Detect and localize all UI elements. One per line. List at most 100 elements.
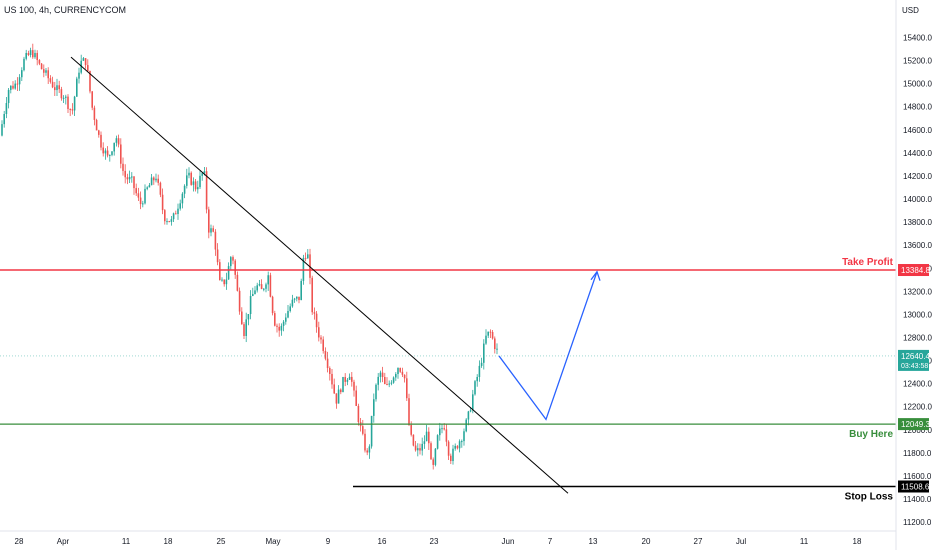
candle-body (122, 163, 124, 171)
candle-body (104, 150, 107, 154)
candle-body (465, 419, 467, 432)
candle-body (201, 173, 203, 176)
candle-body (236, 274, 239, 291)
current-price-tag-text: 12640.4 (901, 352, 930, 361)
time-tick-label: 11 (122, 537, 131, 546)
candle-body (73, 96, 76, 111)
candle-body (489, 331, 492, 333)
candle-body (384, 377, 386, 385)
candle-body (161, 194, 164, 211)
candle-body (430, 443, 432, 460)
price-tick-label: 14200.0 (903, 172, 932, 181)
candle-body (34, 52, 36, 58)
candle-body (452, 448, 454, 462)
price-tick-label: 14000.0 (903, 195, 932, 204)
candle-body (109, 154, 111, 156)
current-price-tag (898, 349, 929, 371)
candle-body (179, 203, 181, 209)
candle-body (245, 319, 247, 336)
candle-body (353, 381, 355, 391)
candle-body (60, 89, 63, 99)
candle-body (298, 296, 300, 301)
candle-body (139, 197, 142, 205)
countdown-tag-text: 03:43:58 (901, 363, 928, 370)
price-tick-label: 13800.0 (903, 218, 932, 227)
candle-body (212, 228, 214, 232)
time-tick-label: 28 (15, 537, 24, 546)
candle-body (84, 58, 87, 66)
candle-body (111, 151, 113, 155)
candle-body (219, 262, 221, 281)
candle-body (168, 221, 170, 223)
candle-body (225, 279, 228, 285)
candle-body (146, 187, 148, 189)
candle-body (243, 324, 245, 336)
candle-body (25, 52, 27, 59)
candle-body (287, 310, 289, 318)
time-axis[interactable]: 28 Apr 11 18 25 May 9 16 23 Jun 7 13 20 27 Jul 11 18 (15, 537, 862, 546)
candle-body (170, 219, 173, 222)
stop-loss-tag-text: 11508.6 (901, 482, 930, 491)
candle-body (335, 393, 338, 404)
time-tick-label: 23 (430, 537, 439, 546)
candle-body (342, 377, 344, 393)
price-axis[interactable]: 11200.0 11400.0 11600.0 11800.0 12000.0 12200… (903, 34, 932, 528)
candle-body (241, 311, 243, 325)
candle-body (441, 428, 443, 430)
candle-body (454, 445, 456, 449)
time-tick-label: 18 (853, 537, 862, 546)
buy-here-label: Buy Here (849, 429, 893, 440)
candle-body (5, 103, 8, 115)
currency-label: USD (902, 6, 919, 15)
candle-body (368, 446, 371, 453)
candle-body (344, 377, 346, 382)
candle-body (150, 177, 153, 186)
buy-here-tag-text: 12049.3 (901, 420, 930, 429)
projection-path[interactable] (498, 271, 598, 421)
buy-here-tag (898, 418, 929, 431)
candle-body (232, 257, 234, 261)
candle-body (47, 70, 49, 79)
time-tick-label: 9 (326, 537, 331, 546)
candle-body (7, 89, 10, 104)
candle-body (124, 170, 126, 178)
candle-body (95, 119, 98, 131)
candle-body (65, 96, 67, 98)
candle-body (208, 209, 210, 233)
candle-body (254, 290, 256, 295)
candle-body (401, 371, 404, 375)
candle-body (320, 337, 322, 340)
trend-line[interactable] (70, 56, 569, 494)
candle-body (322, 339, 324, 351)
candle-body (175, 213, 177, 215)
candle-body (278, 326, 280, 331)
price-tick-label: 11400.0 (903, 495, 932, 504)
candle-body (56, 85, 58, 91)
candle-body (397, 367, 399, 375)
candle-body (293, 298, 296, 300)
candle-body (331, 373, 333, 385)
candle-body (223, 279, 225, 285)
time-tick-label: 16 (378, 537, 387, 546)
candle-body (148, 185, 151, 188)
take-profit-tag (898, 264, 929, 277)
time-tick-label: Jun (502, 537, 515, 546)
candle-body (364, 433, 366, 451)
time-tick-label: Apr (57, 537, 70, 546)
candle-body (357, 405, 360, 423)
price-tick-label: 15200.0 (903, 57, 932, 66)
candle-body (463, 431, 465, 442)
candle-body (205, 171, 208, 210)
candle-body (265, 284, 267, 289)
candle-body (370, 415, 373, 447)
candle-body (230, 257, 232, 267)
candle-body (100, 134, 102, 148)
candle-body (419, 448, 421, 451)
candle-body (395, 374, 397, 378)
candle-body (120, 144, 122, 164)
candle-body (412, 434, 415, 446)
candle-body (458, 441, 461, 449)
candle-body (408, 398, 410, 425)
candle-body (67, 96, 69, 109)
